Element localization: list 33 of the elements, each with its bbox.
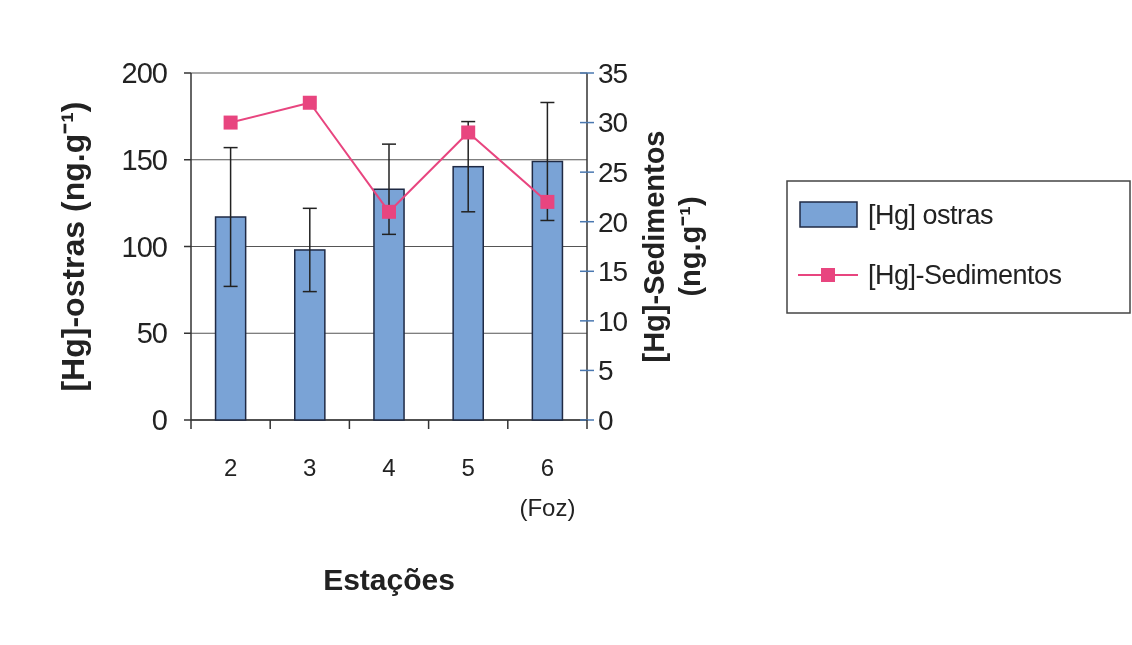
y2-tick-label: 0 <box>598 404 613 436</box>
y2-tick-label: 5 <box>598 355 613 387</box>
y2-axis-title: [Hg]-Sedimentos (ng.g⁻¹) <box>638 130 706 363</box>
y-tick-label: 100 <box>121 230 167 263</box>
x-tick-label: 5 <box>461 454 475 481</box>
y-tick-label: 200 <box>121 57 167 90</box>
x-tick-label: 2 <box>223 454 238 481</box>
y-axis-title: [Hg]-ostras (ng.g⁻¹) <box>55 101 91 392</box>
bar <box>452 165 484 421</box>
y-tick-label: 0 <box>151 404 167 437</box>
point <box>461 125 476 140</box>
x-tick-label: 6 (Foz) <box>519 454 576 521</box>
x-tick-label: 4 <box>382 454 396 481</box>
y-tick-label: 50 <box>136 317 167 350</box>
x-axis-title: Estações <box>323 563 455 596</box>
y2-tick-label: 25 <box>598 156 628 188</box>
bar <box>373 188 405 421</box>
bar <box>214 216 247 421</box>
point <box>302 95 317 110</box>
legend-label: [Hg]-Sedimentos <box>868 260 1062 291</box>
point <box>382 204 396 219</box>
y2-tick-label: 30 <box>598 107 628 139</box>
y2-tick-label: 35 <box>598 57 628 89</box>
legend-label: [Hg] ostras <box>868 200 994 231</box>
y2-tick-label: 20 <box>598 206 628 238</box>
point <box>223 115 238 130</box>
y2-tick-label: 10 <box>598 305 628 337</box>
y2-tick-label: 15 <box>598 256 628 288</box>
bar <box>294 249 326 421</box>
x-tick-label: 3 <box>303 454 317 481</box>
point <box>540 194 555 209</box>
bar <box>531 160 564 421</box>
y-tick-label: 150 <box>121 143 167 176</box>
